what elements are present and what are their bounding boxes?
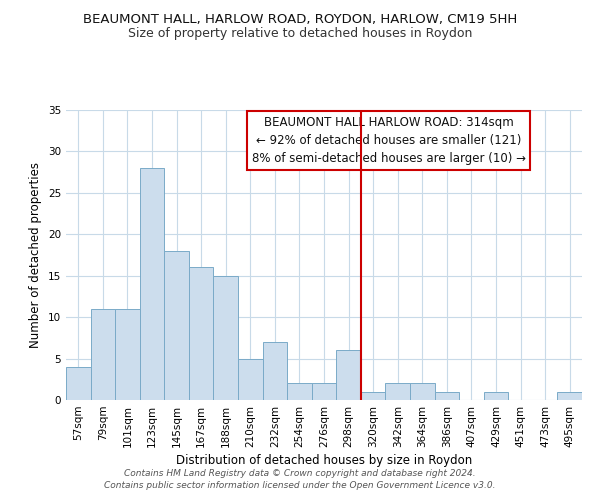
X-axis label: Distribution of detached houses by size in Roydon: Distribution of detached houses by size … [176, 454, 472, 467]
Bar [312, 384, 336, 400]
Text: Contains HM Land Registry data © Crown copyright and database right 2024.
Contai: Contains HM Land Registry data © Crown c… [104, 468, 496, 490]
Bar [336, 350, 361, 400]
Bar [214, 276, 238, 400]
Bar [263, 342, 287, 400]
Bar [115, 309, 140, 400]
Bar [385, 384, 410, 400]
Bar [410, 384, 434, 400]
Bar [66, 367, 91, 400]
Bar [361, 392, 385, 400]
Bar [164, 251, 189, 400]
Text: Size of property relative to detached houses in Roydon: Size of property relative to detached ho… [128, 28, 472, 40]
Bar [287, 384, 312, 400]
Text: BEAUMONT HALL HARLOW ROAD: 314sqm
← 92% of detached houses are smaller (121)
8% : BEAUMONT HALL HARLOW ROAD: 314sqm ← 92% … [251, 116, 526, 165]
Y-axis label: Number of detached properties: Number of detached properties [29, 162, 43, 348]
Bar [238, 358, 263, 400]
Bar [140, 168, 164, 400]
Bar [91, 309, 115, 400]
Bar [189, 268, 214, 400]
Bar [434, 392, 459, 400]
Text: BEAUMONT HALL, HARLOW ROAD, ROYDON, HARLOW, CM19 5HH: BEAUMONT HALL, HARLOW ROAD, ROYDON, HARL… [83, 12, 517, 26]
Bar [557, 392, 582, 400]
Bar [484, 392, 508, 400]
